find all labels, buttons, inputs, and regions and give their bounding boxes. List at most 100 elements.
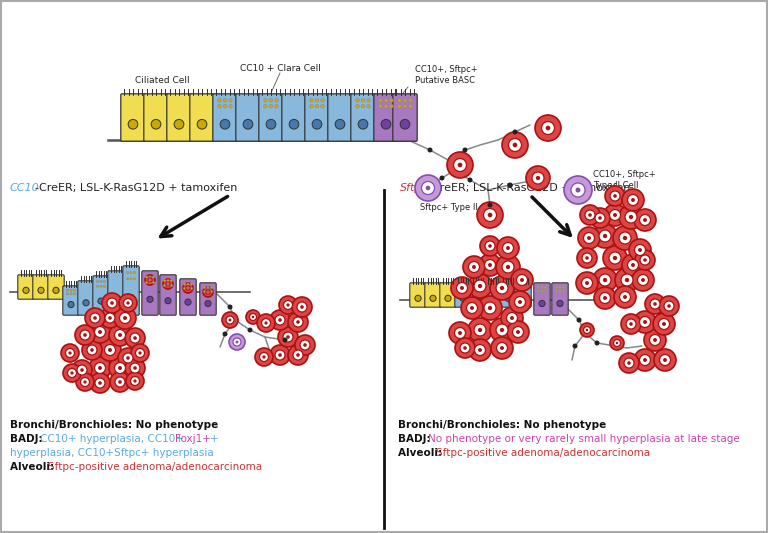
Circle shape — [187, 287, 189, 289]
Circle shape — [496, 282, 508, 294]
Circle shape — [460, 286, 464, 290]
Circle shape — [490, 276, 514, 300]
Circle shape — [128, 119, 137, 129]
Circle shape — [541, 286, 543, 289]
Circle shape — [631, 198, 635, 202]
Circle shape — [222, 312, 238, 328]
FancyBboxPatch shape — [374, 94, 398, 141]
Circle shape — [290, 119, 299, 129]
Circle shape — [96, 280, 98, 282]
Circle shape — [94, 327, 105, 337]
Circle shape — [593, 268, 617, 292]
Circle shape — [135, 349, 144, 358]
Circle shape — [634, 209, 656, 231]
Circle shape — [118, 366, 122, 370]
FancyBboxPatch shape — [33, 275, 49, 299]
Circle shape — [125, 358, 145, 378]
Circle shape — [278, 327, 298, 347]
Circle shape — [23, 287, 29, 293]
Circle shape — [128, 294, 134, 301]
FancyBboxPatch shape — [410, 283, 426, 307]
Text: CC10+, Sftpc+
Putative BASC: CC10+, Sftpc+ Putative BASC — [415, 65, 478, 85]
Circle shape — [599, 230, 611, 242]
Circle shape — [461, 297, 483, 319]
Circle shape — [127, 301, 130, 305]
Circle shape — [227, 304, 233, 310]
Circle shape — [627, 260, 638, 271]
Circle shape — [594, 341, 600, 345]
Circle shape — [520, 278, 524, 282]
Circle shape — [634, 245, 645, 255]
Circle shape — [409, 104, 412, 108]
Circle shape — [635, 250, 655, 270]
Circle shape — [229, 319, 231, 321]
Circle shape — [634, 349, 656, 371]
Circle shape — [275, 99, 278, 102]
Circle shape — [539, 301, 545, 306]
Circle shape — [379, 99, 382, 102]
Circle shape — [113, 296, 119, 302]
Circle shape — [288, 312, 308, 332]
Circle shape — [185, 299, 191, 305]
Circle shape — [511, 269, 533, 291]
Circle shape — [127, 278, 128, 280]
FancyBboxPatch shape — [470, 283, 486, 307]
Circle shape — [479, 254, 501, 276]
Circle shape — [165, 297, 171, 304]
Circle shape — [632, 269, 654, 291]
Circle shape — [475, 344, 485, 356]
Circle shape — [257, 314, 275, 332]
Circle shape — [474, 280, 486, 292]
Circle shape — [107, 298, 117, 308]
Circle shape — [478, 284, 482, 288]
FancyBboxPatch shape — [63, 286, 79, 315]
Circle shape — [270, 99, 273, 102]
Circle shape — [627, 361, 631, 365]
Circle shape — [485, 241, 495, 251]
Circle shape — [622, 189, 644, 211]
Circle shape — [275, 315, 285, 325]
Circle shape — [585, 210, 595, 220]
Circle shape — [640, 214, 650, 225]
Circle shape — [367, 99, 370, 102]
Circle shape — [84, 381, 87, 384]
Circle shape — [580, 205, 600, 225]
Circle shape — [629, 239, 651, 261]
Text: Bronchi/Bronchioles: No phenotype: Bronchi/Bronchioles: No phenotype — [10, 420, 218, 430]
Circle shape — [270, 104, 273, 108]
Circle shape — [292, 297, 312, 317]
Circle shape — [581, 278, 592, 288]
Circle shape — [643, 358, 647, 362]
Circle shape — [130, 363, 140, 373]
Circle shape — [572, 343, 578, 349]
Circle shape — [126, 356, 130, 360]
Text: -CreER; LSL-K-RasG12D + tamoxifen: -CreER; LSL-K-RasG12D + tamoxifen — [428, 183, 631, 193]
Circle shape — [564, 176, 592, 204]
Circle shape — [275, 350, 285, 360]
Circle shape — [598, 216, 602, 220]
FancyBboxPatch shape — [259, 94, 283, 141]
Circle shape — [184, 287, 186, 289]
Circle shape — [260, 352, 269, 361]
Text: Sftpc+ Type II Cell: Sftpc+ Type II Cell — [420, 203, 496, 212]
Circle shape — [571, 183, 585, 197]
Circle shape — [167, 279, 169, 281]
Circle shape — [315, 99, 319, 102]
Circle shape — [484, 302, 496, 314]
Circle shape — [559, 286, 561, 289]
Circle shape — [491, 337, 513, 359]
Circle shape — [74, 289, 75, 292]
Circle shape — [204, 290, 206, 293]
Circle shape — [545, 286, 547, 289]
Circle shape — [104, 280, 106, 282]
Text: Bronchi/Bronchioles: No phenotype: Bronchi/Bronchioles: No phenotype — [398, 420, 606, 430]
Circle shape — [484, 208, 496, 222]
Circle shape — [133, 366, 137, 370]
Circle shape — [131, 344, 149, 362]
Circle shape — [455, 338, 475, 358]
Circle shape — [197, 119, 207, 129]
Circle shape — [367, 104, 370, 108]
Circle shape — [148, 278, 152, 282]
Circle shape — [293, 317, 303, 327]
Circle shape — [127, 271, 128, 274]
